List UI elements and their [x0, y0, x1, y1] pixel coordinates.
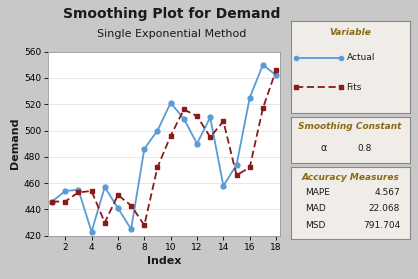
- Text: α: α: [321, 143, 327, 153]
- Text: 791.704: 791.704: [363, 220, 400, 230]
- Text: Variable: Variable: [329, 28, 371, 37]
- Text: MAD: MAD: [305, 204, 326, 213]
- Text: Single Exponential Method: Single Exponential Method: [97, 29, 246, 39]
- X-axis label: Index: Index: [147, 256, 181, 266]
- Text: MAPE: MAPE: [305, 188, 330, 197]
- Text: 4.567: 4.567: [375, 188, 400, 197]
- Y-axis label: Demand: Demand: [10, 118, 20, 169]
- Text: 22.068: 22.068: [369, 204, 400, 213]
- Text: 0.8: 0.8: [357, 144, 372, 153]
- Text: MSD: MSD: [305, 220, 325, 230]
- Text: Smoothing Constant: Smoothing Constant: [298, 122, 402, 131]
- Text: Fits: Fits: [347, 83, 362, 92]
- Text: Smoothing Plot for Demand: Smoothing Plot for Demand: [63, 7, 280, 21]
- Text: Actual: Actual: [347, 53, 375, 62]
- Text: Accuracy Measures: Accuracy Measures: [301, 173, 399, 182]
